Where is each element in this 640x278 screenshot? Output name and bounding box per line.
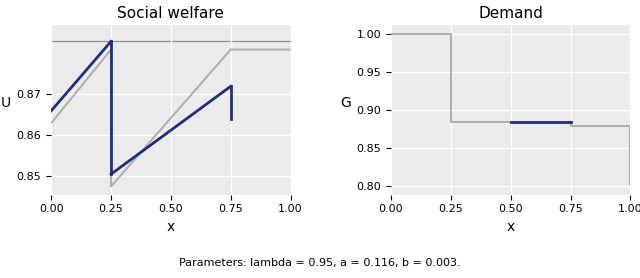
X-axis label: x: x bbox=[507, 220, 515, 234]
X-axis label: x: x bbox=[167, 220, 175, 234]
Title: Social welfare: Social welfare bbox=[117, 6, 224, 21]
Y-axis label: U: U bbox=[1, 96, 10, 110]
Title: Demand: Demand bbox=[478, 6, 543, 21]
Text: Parameters: lambda = 0.95, a = 0.116, b = 0.003.: Parameters: lambda = 0.95, a = 0.116, b … bbox=[179, 258, 461, 268]
Y-axis label: G: G bbox=[340, 96, 351, 110]
